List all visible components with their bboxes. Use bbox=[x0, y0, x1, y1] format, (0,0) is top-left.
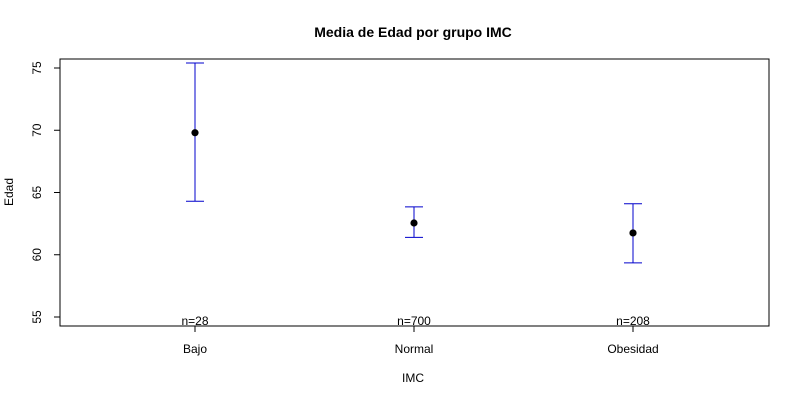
plot-frame bbox=[59, 58, 770, 327]
count-label: n=208 bbox=[616, 314, 650, 328]
count-label: n=28 bbox=[181, 314, 208, 328]
y-tick-label: 55 bbox=[30, 310, 44, 324]
mean-point bbox=[191, 129, 199, 137]
y-tick-label: 75 bbox=[30, 61, 44, 75]
y-tick-label: 60 bbox=[30, 248, 44, 262]
mean-point bbox=[629, 229, 637, 237]
x-axis: Bajo Normal Obesidad bbox=[183, 325, 659, 356]
mean-point bbox=[410, 219, 418, 227]
x-tick-label: Bajo bbox=[183, 342, 207, 356]
y-tick-label: 70 bbox=[30, 123, 44, 137]
x-axis-title: IMC bbox=[402, 371, 424, 385]
y-axis-title: Edad bbox=[2, 178, 16, 206]
count-label: n=700 bbox=[397, 314, 431, 328]
y-axis: 55 60 65 70 75 bbox=[30, 61, 61, 324]
x-tick-label: Normal bbox=[395, 342, 434, 356]
chart-marks: n=28 n=700 n=208 bbox=[181, 62, 650, 328]
y-tick-label: 65 bbox=[30, 186, 44, 200]
chart-title: Media de Edad por grupo IMC bbox=[314, 24, 512, 40]
x-tick-label: Obesidad bbox=[607, 342, 658, 356]
